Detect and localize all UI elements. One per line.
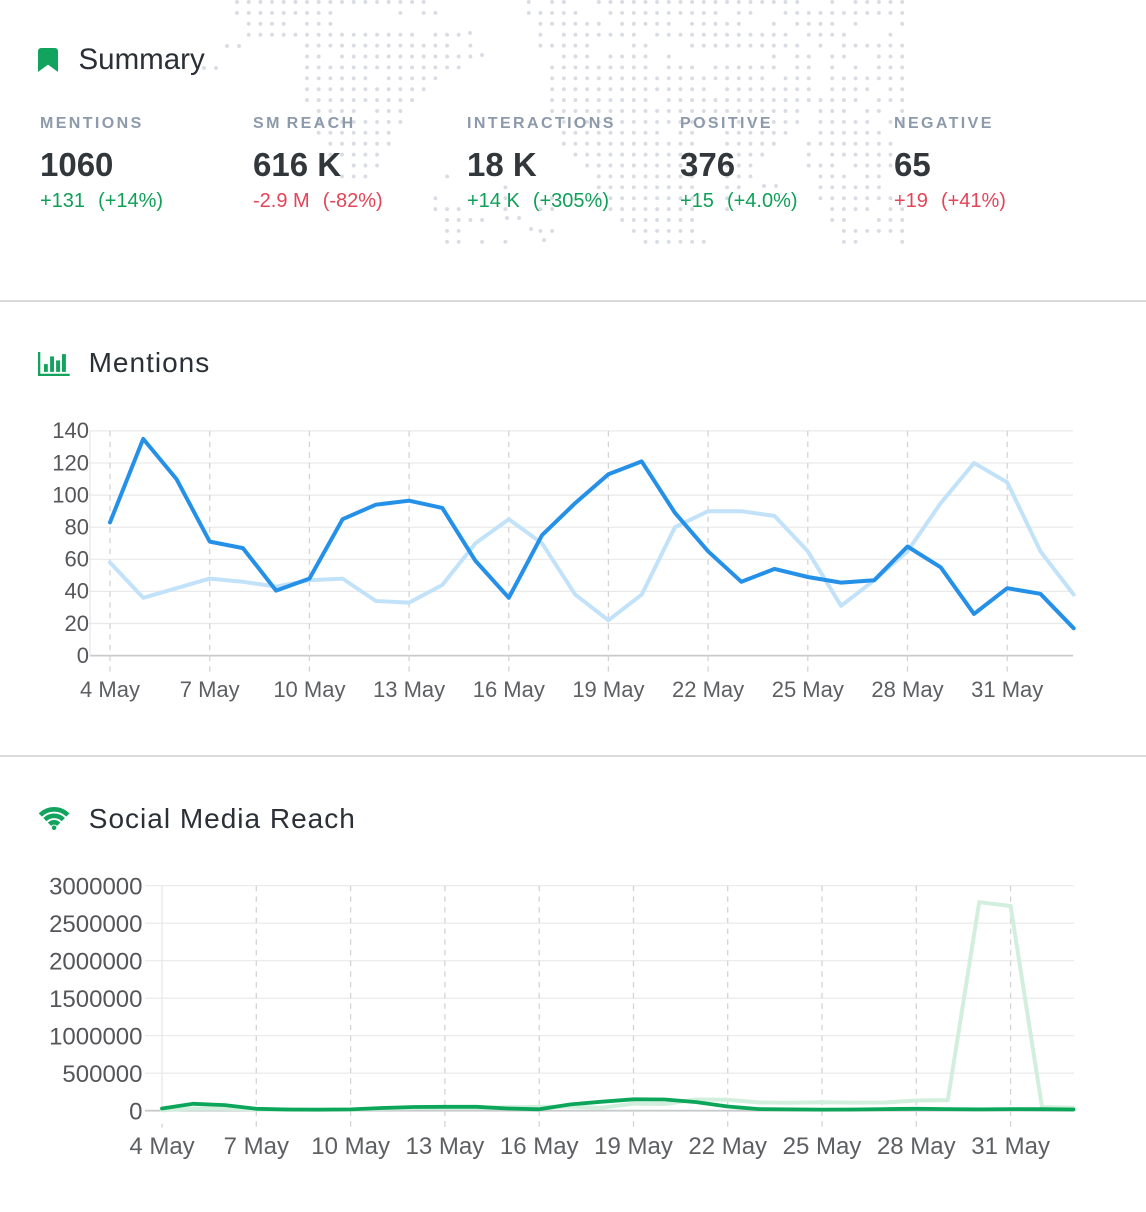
svg-text:16 May: 16 May [473, 677, 545, 702]
svg-text:25 May: 25 May [772, 677, 844, 702]
svg-text:0: 0 [129, 1098, 142, 1125]
svg-text:140: 140 [52, 418, 89, 443]
svg-text:22 May: 22 May [688, 1133, 767, 1160]
svg-text:4 May: 4 May [80, 677, 140, 702]
svg-text:10 May: 10 May [273, 677, 345, 702]
svg-text:13 May: 13 May [373, 677, 445, 702]
svg-text:13 May: 13 May [406, 1133, 485, 1160]
svg-text:100: 100 [52, 482, 89, 507]
svg-text:120: 120 [52, 450, 89, 475]
svg-text:28 May: 28 May [877, 1133, 956, 1160]
svg-text:31 May: 31 May [971, 1133, 1050, 1160]
svg-text:2000000: 2000000 [49, 948, 142, 975]
svg-text:25 May: 25 May [783, 1133, 862, 1160]
svg-text:60: 60 [65, 547, 89, 572]
svg-text:2500000: 2500000 [49, 911, 142, 938]
svg-text:3000000: 3000000 [49, 873, 142, 900]
svg-text:500000: 500000 [62, 1061, 142, 1088]
svg-text:22 May: 22 May [672, 677, 744, 702]
svg-text:4 May: 4 May [129, 1133, 194, 1160]
svg-text:0: 0 [77, 643, 89, 668]
svg-text:20: 20 [65, 611, 89, 636]
svg-text:16 May: 16 May [500, 1133, 579, 1160]
svg-text:31 May: 31 May [971, 677, 1043, 702]
svg-text:19 May: 19 May [594, 1133, 673, 1160]
svg-text:40: 40 [65, 579, 89, 604]
svg-text:80: 80 [65, 515, 89, 540]
svg-text:7 May: 7 May [224, 1133, 289, 1160]
svg-text:28 May: 28 May [871, 677, 943, 702]
svg-text:1500000: 1500000 [49, 986, 142, 1013]
svg-text:1000000: 1000000 [49, 1023, 142, 1050]
svg-text:10 May: 10 May [311, 1133, 390, 1160]
svg-text:7 May: 7 May [180, 677, 240, 702]
svg-text:19 May: 19 May [572, 677, 644, 702]
